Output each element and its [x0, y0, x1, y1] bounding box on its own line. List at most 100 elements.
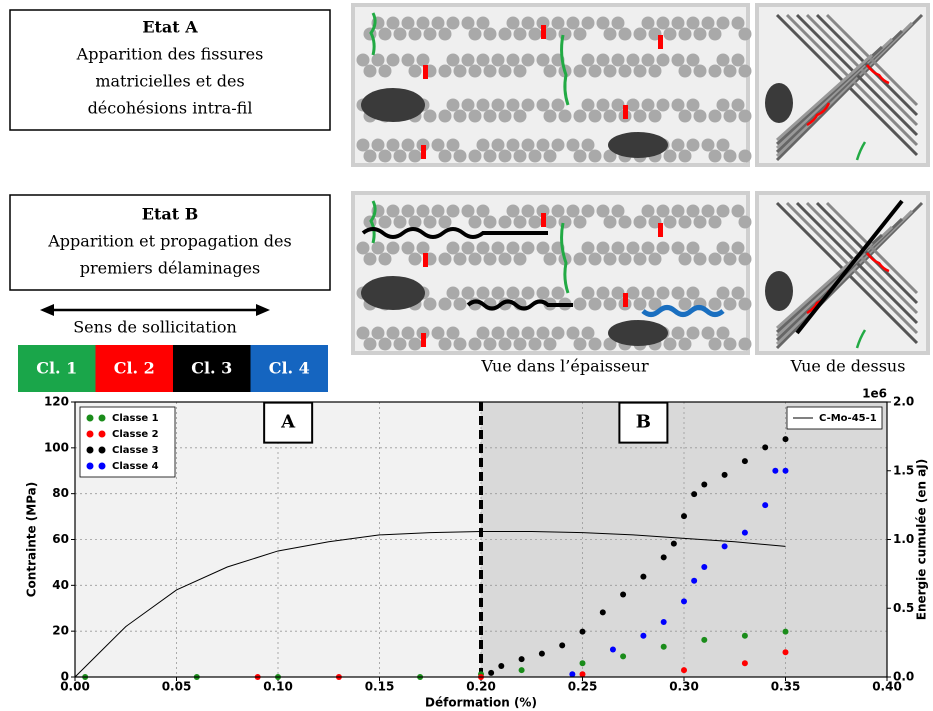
fiber [506, 16, 520, 30]
fiber [596, 53, 610, 67]
point [782, 467, 789, 474]
fiber [453, 109, 467, 123]
fiber [731, 53, 745, 67]
fiber [611, 241, 625, 255]
fiber [371, 53, 385, 67]
arrow-head [256, 304, 270, 316]
ply [775, 201, 924, 350]
fiber [401, 241, 415, 255]
fiber [476, 286, 490, 300]
fiber [671, 138, 685, 152]
y-tick-label: 100 [44, 440, 69, 454]
class-chip-label: Cl. 4 [269, 359, 310, 378]
fiber [686, 16, 700, 30]
fiber [521, 204, 535, 218]
fiber-debond [658, 35, 663, 49]
fiber [521, 138, 535, 152]
fiber [596, 98, 610, 112]
fiber [603, 27, 617, 41]
crack [369, 200, 377, 244]
fiber [716, 16, 730, 30]
fiber [633, 215, 647, 229]
fiber [498, 27, 512, 41]
fiber [723, 149, 737, 163]
fiber [723, 109, 737, 123]
fiber [551, 286, 565, 300]
point [488, 669, 495, 676]
x-tick-label: 0.30 [669, 680, 699, 694]
fiber [393, 337, 407, 351]
fiber-debond [421, 333, 426, 347]
fiber [678, 297, 692, 311]
fiber [461, 16, 475, 30]
ply [805, 13, 919, 127]
fiber [506, 138, 520, 152]
point [569, 671, 576, 678]
fiber [573, 252, 587, 266]
annotation-box [263, 401, 314, 444]
fiber [476, 53, 490, 67]
fiber [708, 297, 722, 311]
fiber [386, 16, 400, 30]
fiber [416, 16, 430, 30]
fiber [693, 215, 707, 229]
etat-b-line: Apparition et propagation des [47, 232, 291, 251]
fiber [483, 27, 497, 41]
fiber [431, 326, 445, 340]
fiber [611, 53, 625, 67]
x-tick-label: 0.40 [872, 680, 902, 694]
fiber [491, 53, 505, 67]
fiber [521, 241, 535, 255]
fiber [573, 109, 587, 123]
fiber [438, 27, 452, 41]
legend [79, 406, 176, 478]
annotation: A [280, 412, 296, 433]
fiber [686, 204, 700, 218]
fiber [401, 53, 415, 67]
fiber [686, 326, 700, 340]
etat-b-box [9, 194, 331, 291]
fiber [378, 64, 392, 78]
y2-tick-label: 0.5 [893, 601, 914, 615]
point [741, 632, 748, 639]
view-label: Vue de dessus [790, 357, 906, 376]
fiber [386, 138, 400, 152]
fiber [453, 252, 467, 266]
fiber [723, 252, 737, 266]
fiber [498, 215, 512, 229]
fiber [371, 138, 385, 152]
direction-label: Sens de sollicitation [73, 318, 237, 337]
fiber [491, 98, 505, 112]
fiber [671, 16, 685, 30]
x-tick-label: 0.20 [466, 680, 496, 694]
fiber [476, 326, 490, 340]
point [782, 436, 789, 443]
fiber [656, 53, 670, 67]
fiber [716, 53, 730, 67]
fiber [408, 337, 422, 351]
fiber [663, 337, 677, 351]
fiber [498, 109, 512, 123]
point [681, 667, 687, 674]
fiber [663, 149, 677, 163]
fiber [506, 241, 520, 255]
fiber [626, 241, 640, 255]
fiber [678, 27, 692, 41]
y-tick-label: 20 [52, 624, 69, 638]
fiber [618, 27, 632, 41]
fiber [356, 53, 370, 67]
fiber [611, 16, 625, 30]
fiber [356, 326, 370, 340]
fiber-debond [623, 293, 628, 307]
fiber [588, 149, 602, 163]
legend-label: Classe 4 [112, 461, 159, 472]
fiber [671, 326, 685, 340]
fiber [738, 297, 752, 311]
fiber [513, 215, 527, 229]
etat-b-line: premiers délaminages [80, 259, 260, 278]
fiber [738, 109, 752, 123]
fiber [633, 109, 647, 123]
fiber [536, 326, 550, 340]
fiber [513, 109, 527, 123]
fiber [603, 252, 617, 266]
